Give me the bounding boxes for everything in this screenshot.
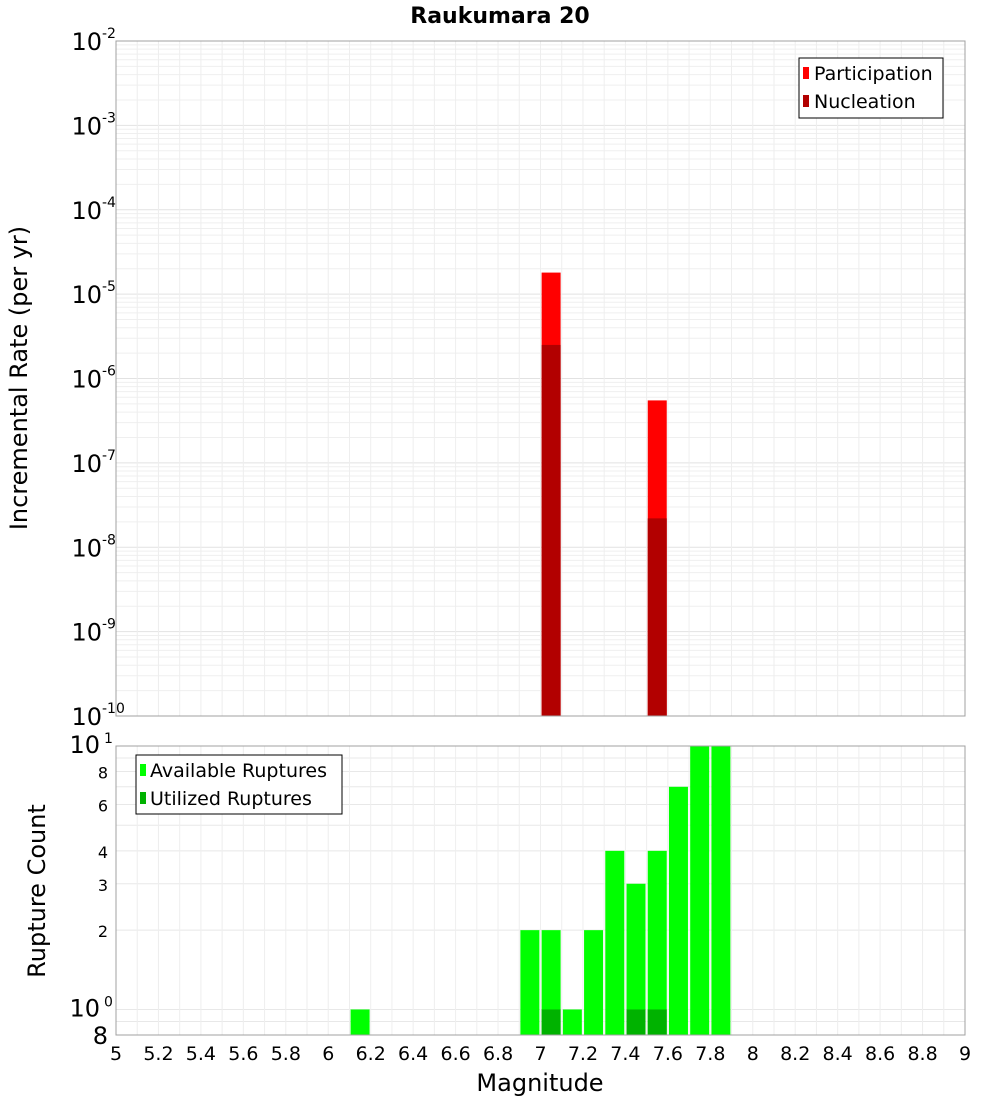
rate-y-tick-label: 10	[71, 366, 102, 394]
count-legend-label: Available Ruptures	[150, 760, 327, 782]
x-tick-label: 8.2	[780, 1043, 810, 1065]
rate-y-tick-label: 10	[71, 450, 102, 478]
count-y-tick-label: 8	[93, 1022, 108, 1050]
available-ruptures-bar	[605, 850, 625, 1035]
rate-y-tick-label: 10	[71, 28, 102, 56]
count-legend-swatch	[140, 792, 146, 804]
rate-y-tick-exponent: -4	[102, 195, 116, 211]
utilized-ruptures-bar	[626, 1009, 646, 1035]
rate-y-tick-exponent: -3	[102, 110, 116, 126]
available-ruptures-bar	[626, 883, 646, 1035]
count-y-tick-label: 10	[69, 994, 100, 1022]
x-tick-label: 5.4	[186, 1043, 216, 1065]
rate-y-tick-exponent: -6	[102, 364, 116, 380]
available-ruptures-bar	[668, 786, 688, 1035]
x-tick-label: 8.6	[865, 1043, 895, 1065]
x-tick-label: 8	[747, 1043, 759, 1065]
rate-y-tick-label: 10	[71, 534, 102, 562]
x-tick-labels: 5 5.2 5.4 5.6 5.8 6 6.2 6.4 6.6 6.8 7 7.2 7.4 7.6 7.8 8…	[110, 1043, 971, 1065]
count-y-tick-label: 8	[98, 764, 108, 783]
count-bars	[350, 746, 731, 1035]
available-ruptures-bar	[690, 746, 710, 1035]
x-tick-label: 5	[110, 1043, 122, 1065]
rate-y-tick-exponent: -5	[102, 279, 116, 295]
count-y-axis-label: Rupture Count	[23, 804, 51, 978]
available-ruptures-bar	[711, 746, 731, 1035]
x-tick-label: 6.4	[398, 1043, 428, 1065]
rate-y-tick-exponent: -9	[102, 617, 116, 633]
x-tick-label: 8.4	[823, 1043, 853, 1065]
x-tick-label: 9	[959, 1043, 971, 1065]
x-tick-label: 5.2	[143, 1043, 173, 1065]
count-y-tick-label: 3	[98, 876, 108, 895]
rate-legend-swatch	[803, 67, 809, 79]
rate-y-tick-exponent: -7	[102, 448, 116, 464]
x-tick-label: 5.8	[271, 1043, 301, 1065]
rate-bars	[541, 272, 667, 716]
count-legend-label: Utilized Ruptures	[150, 788, 312, 810]
count-y-tick-label: 6	[98, 796, 108, 815]
rate-plot-border	[115, 40, 966, 717]
rate-gridlines	[115, 41, 966, 717]
x-axis-label: Magnitude	[476, 1069, 603, 1097]
x-tick-label: 8.8	[907, 1043, 937, 1065]
x-tick-label: 6.6	[440, 1043, 470, 1065]
available-ruptures-bar	[520, 930, 540, 1035]
rate-y-tick-label: 10	[71, 197, 102, 225]
rate-y-tick-label: 10	[71, 281, 102, 309]
count-y-tick-label: 2	[98, 922, 108, 941]
rate-y-tick-label: 10	[71, 703, 102, 731]
rate-y-tick-label: 10	[71, 619, 102, 647]
count-y-tick-exponent: 0	[104, 994, 113, 1010]
rate-legend: Participation Nucleation	[798, 57, 944, 119]
available-ruptures-bar	[350, 1009, 370, 1035]
chart-title: Raukumara 20	[410, 4, 589, 29]
x-tick-label: 7.6	[653, 1043, 683, 1065]
count-y-tick-exponent: 1	[104, 731, 113, 747]
count-legend: Available Ruptures Utilized Ruptures	[135, 754, 343, 815]
rate-legend-label: Participation	[814, 63, 933, 85]
rate-y-axis-label: Incremental Rate (per yr)	[5, 226, 33, 530]
rate-y-tick-exponent: -10	[102, 701, 125, 717]
count-y-tick-label: 4	[98, 843, 108, 862]
utilized-ruptures-bar	[541, 1009, 561, 1035]
count-plot-border	[115, 745, 966, 1036]
available-ruptures-bar	[584, 930, 604, 1035]
rate-legend-box	[798, 57, 944, 119]
available-ruptures-bar	[541, 930, 561, 1035]
count-legend-swatch	[140, 764, 146, 776]
rate-legend-label: Nucleation	[814, 91, 916, 113]
count-gridlines	[115, 745, 966, 1036]
x-tick-label: 7.2	[568, 1043, 598, 1065]
rate-y-tick-label: 10	[71, 112, 102, 140]
x-tick-label: 7	[534, 1043, 546, 1065]
x-tick-label: 7.4	[610, 1043, 640, 1065]
rate-legend-swatch	[803, 95, 809, 107]
x-tick-label: 7.8	[695, 1043, 725, 1065]
x-tick-label: 5.6	[228, 1043, 258, 1065]
x-tick-label: 6.2	[356, 1043, 386, 1065]
x-tick-label: 6.8	[483, 1043, 513, 1065]
rate-y-tick-exponent: -8	[102, 532, 116, 548]
nucleation-bar	[647, 518, 667, 716]
nucleation-bar	[541, 344, 561, 716]
utilized-ruptures-bar	[647, 1009, 667, 1035]
available-ruptures-bar	[562, 1009, 582, 1035]
rate-y-tick-exponent: -2	[102, 26, 116, 42]
count-y-tick-label: 10	[69, 731, 100, 759]
count-legend-box	[135, 754, 343, 815]
x-tick-label: 6	[322, 1043, 334, 1065]
available-ruptures-bar	[647, 850, 667, 1035]
